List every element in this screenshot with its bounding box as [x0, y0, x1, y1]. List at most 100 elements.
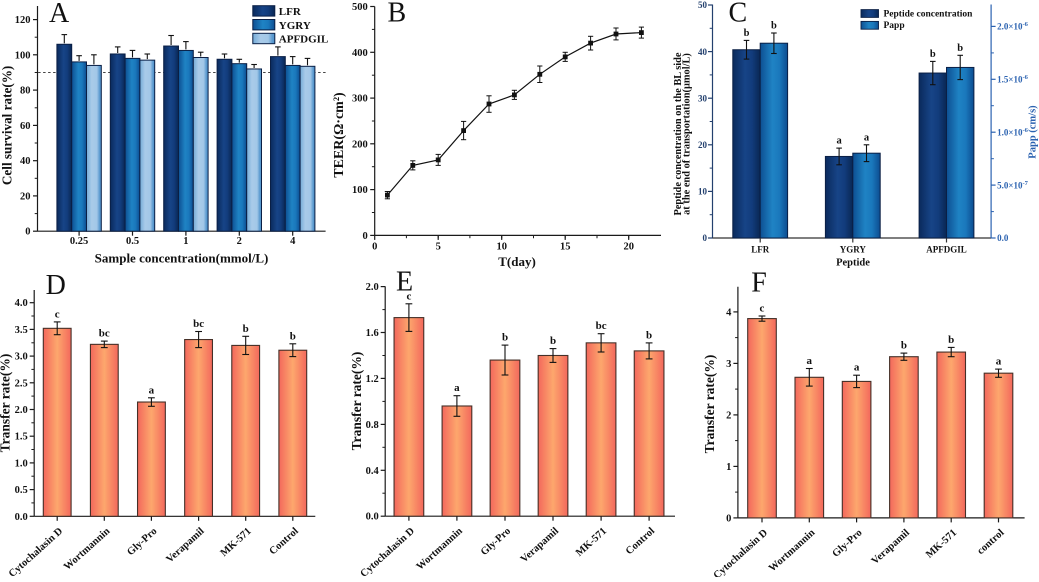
svg-text:1.0×10-6: 1.0×10-6 [997, 127, 1029, 138]
svg-text:Control: Control [268, 526, 301, 558]
svg-text:4.0: 4.0 [15, 298, 28, 309]
svg-text:Cytochalasin D: Cytochalasin D [359, 525, 418, 577]
svg-text:40: 40 [20, 156, 31, 167]
svg-text:a: a [854, 362, 860, 374]
svg-text:D: D [46, 270, 66, 301]
svg-text:MK-571: MK-571 [924, 527, 959, 560]
svg-text:0.5: 0.5 [15, 485, 28, 496]
svg-text:b: b [930, 49, 936, 60]
svg-text:b: b [901, 340, 907, 352]
svg-text:15: 15 [560, 242, 571, 253]
svg-text:b: b [290, 330, 296, 342]
svg-text:1.2: 1.2 [366, 374, 379, 385]
svg-text:Cytochalasin D: Cytochalasin D [7, 526, 66, 577]
svg-text:a: a [807, 355, 813, 367]
svg-text:1.5: 1.5 [15, 432, 28, 443]
svg-text:3: 3 [726, 359, 731, 370]
svg-text:a: a [864, 132, 870, 143]
svg-text:F: F [751, 268, 767, 299]
svg-text:Transfer rate(%): Transfer rate(%) [702, 355, 717, 454]
svg-text:B: B [388, 0, 407, 29]
svg-text:bc: bc [596, 320, 607, 332]
svg-text:5.0×10-7: 5.0×10-7 [997, 180, 1029, 191]
svg-text:C: C [729, 0, 748, 29]
svg-text:3.5: 3.5 [15, 325, 28, 336]
svg-text:YGRY: YGRY [279, 20, 311, 32]
svg-text:3.0: 3.0 [15, 352, 28, 363]
svg-text:0: 0 [362, 231, 367, 242]
svg-text:Peptide concentration: Peptide concentration [884, 9, 974, 19]
svg-text:1.0: 1.0 [15, 458, 28, 469]
svg-text:0.0: 0.0 [366, 512, 379, 523]
svg-text:2: 2 [237, 236, 242, 247]
svg-text:2.5: 2.5 [15, 378, 28, 389]
svg-text:Sample concentration(mmol/L): Sample concentration(mmol/L) [95, 251, 269, 266]
svg-text:b: b [744, 28, 750, 39]
svg-text:1.5×10-6: 1.5×10-6 [997, 74, 1029, 85]
svg-text:Peptide concentration on the B: Peptide concentration on the BL side [673, 52, 684, 215]
svg-text:APFDGIL: APFDGIL [279, 34, 329, 46]
svg-text:10: 10 [698, 187, 708, 197]
svg-text:2.0×10-6: 2.0×10-6 [997, 21, 1029, 32]
svg-text:300: 300 [352, 94, 368, 105]
svg-text:Gly-Pro: Gly-Pro [479, 526, 513, 558]
svg-text:b: b [502, 332, 508, 344]
svg-text:control: control [975, 527, 1006, 557]
svg-text:2.0: 2.0 [366, 282, 379, 293]
svg-text:80: 80 [20, 86, 31, 97]
svg-text:0: 0 [703, 233, 708, 243]
svg-text:60: 60 [20, 121, 31, 132]
svg-text:40: 40 [698, 47, 708, 57]
svg-text:Gly-Pro: Gly-Pro [125, 526, 159, 558]
svg-text:LFR: LFR [279, 6, 302, 18]
svg-text:10: 10 [496, 242, 507, 253]
svg-text:100: 100 [352, 185, 368, 196]
svg-text:Papp: Papp [884, 21, 905, 31]
svg-text:c: c [406, 290, 411, 302]
svg-text:TEER(Ω·cm²): TEER(Ω·cm²) [332, 92, 347, 178]
svg-text:b: b [646, 329, 652, 341]
svg-text:c: c [55, 308, 60, 320]
svg-text:20: 20 [698, 140, 708, 150]
svg-text:2: 2 [726, 410, 731, 421]
svg-text:Verapamil: Verapamil [164, 526, 206, 566]
svg-text:MK-571: MK-571 [574, 526, 609, 559]
svg-text:0.0: 0.0 [15, 512, 28, 523]
svg-text:2.0: 2.0 [15, 405, 28, 416]
svg-text:4: 4 [726, 307, 732, 318]
svg-text:b: b [243, 323, 249, 335]
svg-text:500: 500 [352, 2, 368, 13]
svg-text:APFDGIL: APFDGIL [926, 245, 967, 255]
svg-text:T(day): T(day) [498, 254, 536, 269]
svg-text:a: a [149, 384, 155, 396]
svg-text:b: b [771, 21, 777, 32]
svg-text:YGRY: YGRY [840, 245, 867, 255]
svg-text:Cytochalasin D: Cytochalasin D [712, 527, 771, 577]
svg-text:MK-571: MK-571 [219, 526, 254, 559]
svg-text:200: 200 [352, 139, 368, 150]
svg-text:400: 400 [352, 48, 368, 59]
svg-text:50: 50 [698, 0, 708, 10]
svg-text:Verapamil: Verapamil [519, 526, 561, 566]
svg-text:0.5: 0.5 [126, 236, 139, 247]
svg-text:0: 0 [372, 242, 377, 253]
svg-text:c: c [760, 303, 765, 315]
svg-text:bc: bc [99, 328, 110, 340]
svg-text:100: 100 [15, 50, 31, 61]
svg-text:a: a [454, 382, 460, 394]
svg-text:120: 120 [15, 15, 31, 26]
svg-text:0.4: 0.4 [366, 466, 380, 477]
svg-text:Wortmannin: Wortmannin [767, 527, 817, 574]
svg-text:Transfer rate(%): Transfer rate(%) [349, 352, 364, 451]
svg-text:0: 0 [726, 513, 731, 524]
svg-text:b: b [550, 335, 556, 347]
svg-text:0: 0 [25, 227, 30, 238]
svg-text:Papp (cm/s): Papp (cm/s) [1028, 105, 1039, 159]
svg-text:4: 4 [290, 236, 296, 247]
svg-text:0.8: 0.8 [366, 420, 379, 431]
svg-text:1.6: 1.6 [366, 328, 379, 339]
svg-text:A: A [49, 0, 70, 29]
svg-text:0.25: 0.25 [70, 236, 88, 247]
svg-text:at the end of transportation(μ: at the end of transportation(μmol/L) [682, 53, 693, 215]
svg-text:Control: Control [624, 526, 657, 558]
